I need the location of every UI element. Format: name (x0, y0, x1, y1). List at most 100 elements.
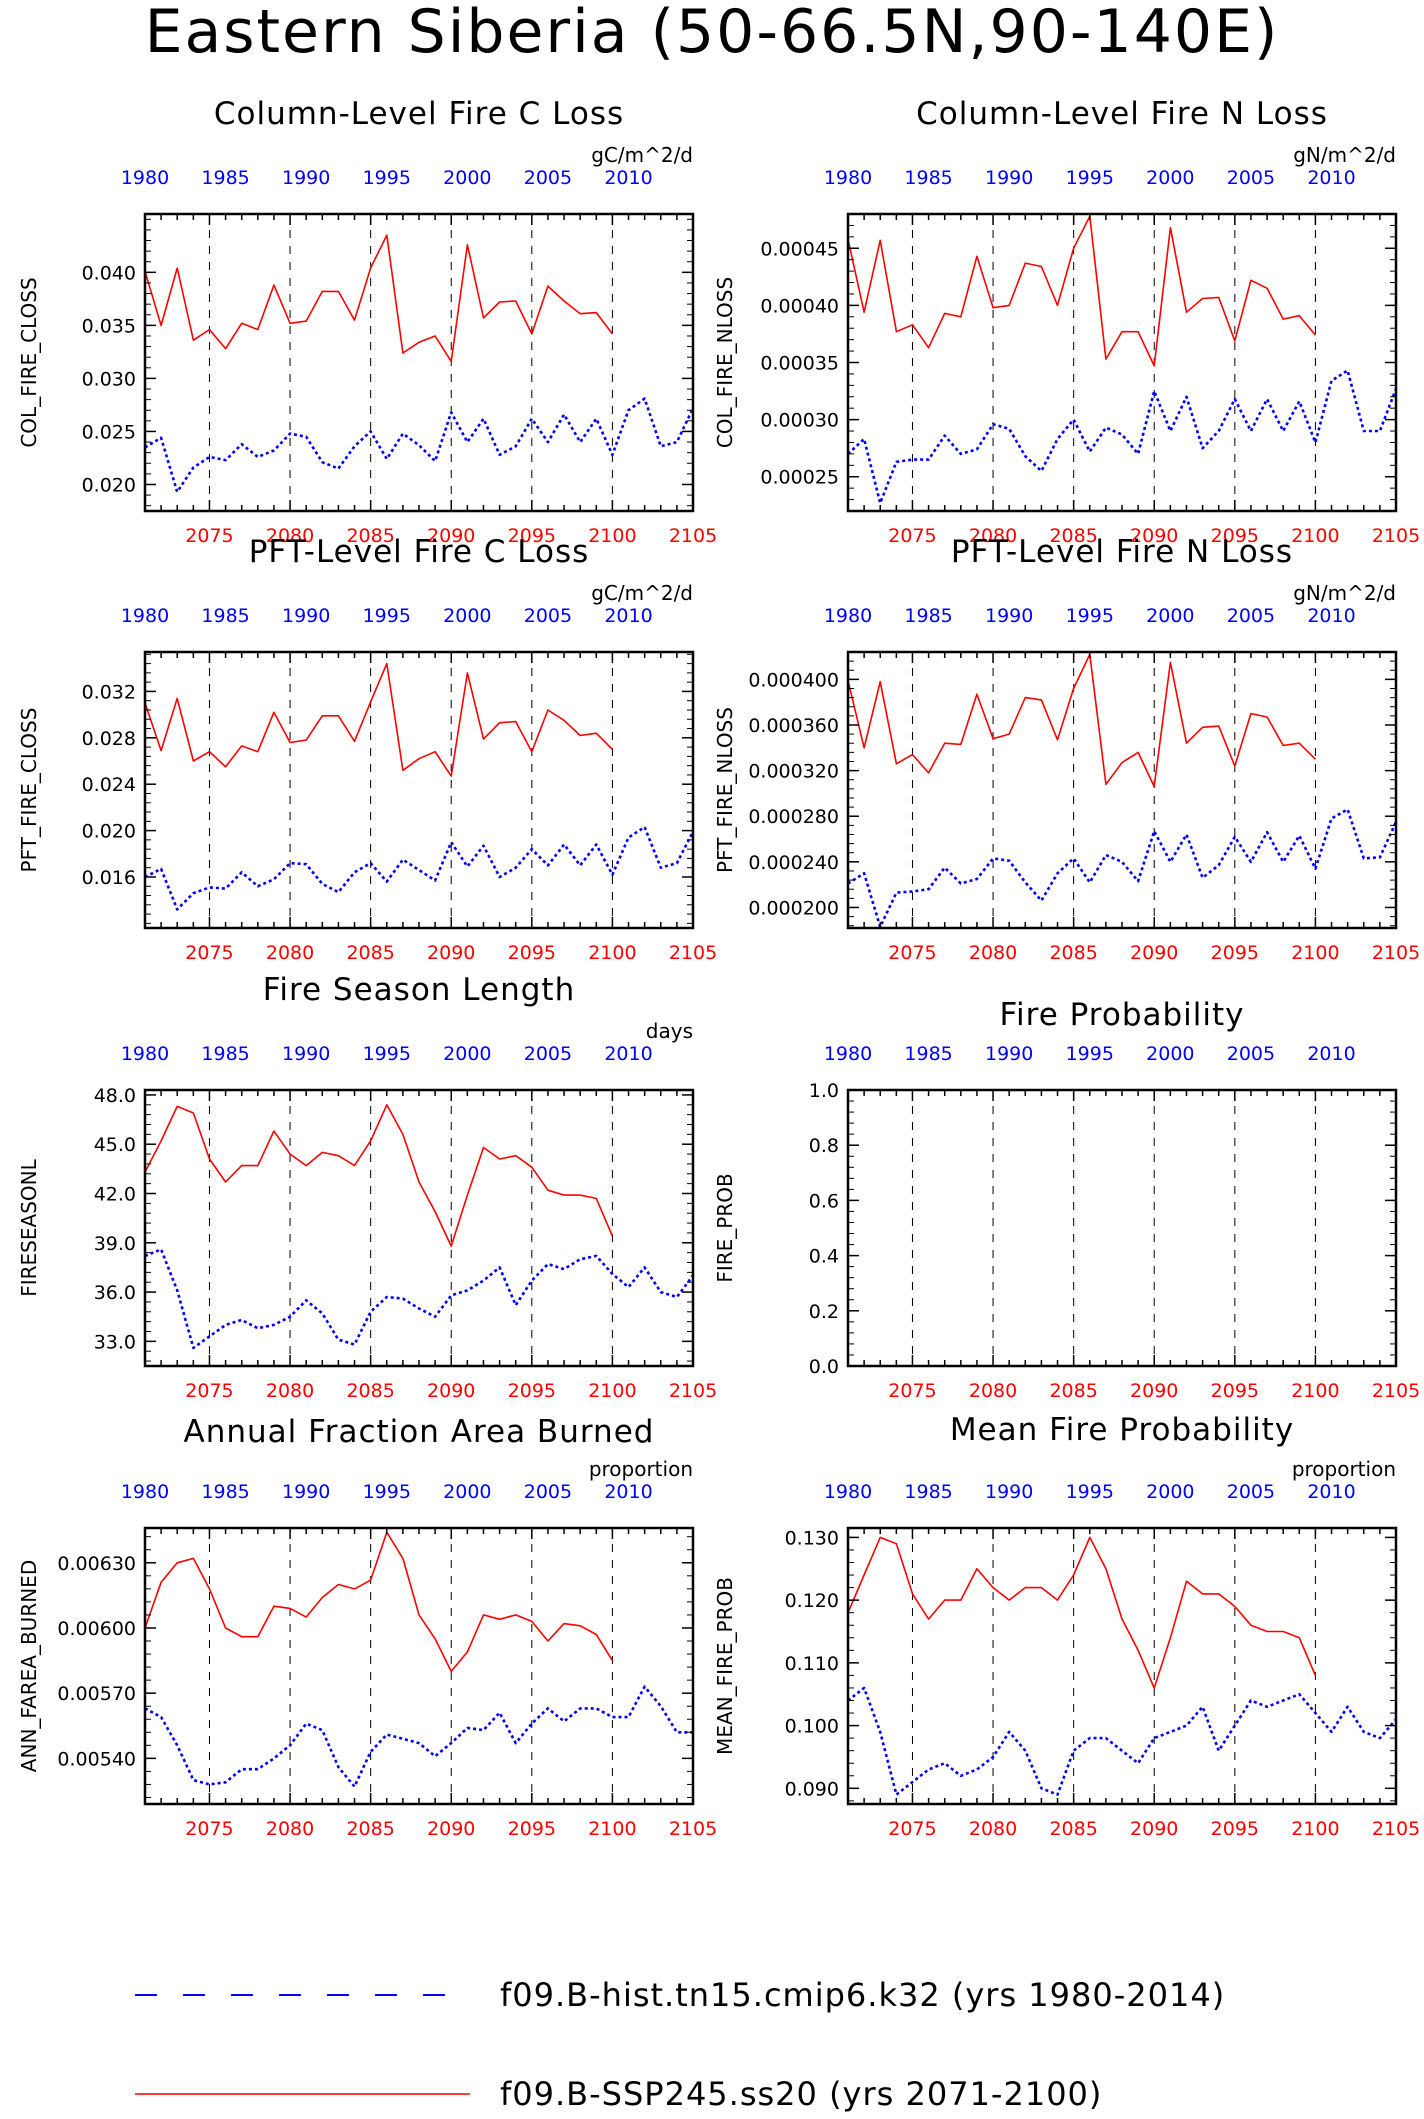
x-tick-label-top: 1990 (282, 605, 330, 627)
x-tick-label-bottom: 2105 (1372, 1818, 1420, 1840)
x-tick-label-top: 2000 (443, 605, 491, 627)
x-tick-label-bottom: 2085 (346, 942, 394, 964)
x-tick-label-bottom: 2100 (588, 525, 636, 547)
x-tick-label-bottom: 2095 (508, 942, 556, 964)
x-tick-label-top: 2005 (1227, 1043, 1275, 1065)
x-tick-label-bottom: 2095 (508, 1380, 556, 1402)
x-tick-label-top: 2000 (1146, 167, 1194, 189)
series-line-hist (144, 1685, 693, 1788)
plot-frame (846, 1088, 1398, 1368)
series-line-hist (144, 825, 695, 911)
x-tick-label-top: 1980 (121, 1043, 169, 1065)
x-tick-label-bottom: 2085 (346, 525, 394, 547)
y-tick-label: 0.00600 (57, 1618, 136, 1640)
y-tick-label: 0.025 (82, 421, 136, 443)
y-tick-label: 0.000280 (748, 806, 839, 828)
y-tick-label: 0.090 (785, 1778, 839, 1800)
y-tick-label: 0.0 (809, 1356, 839, 1378)
y-tick-label: 39.0 (94, 1233, 136, 1255)
series-line-hist (847, 808, 1398, 929)
y-tick-label: 0.4 (809, 1246, 839, 1268)
series-line-ssp (144, 1531, 614, 1673)
x-tick-label-top: 2010 (1307, 605, 1355, 627)
y-tick-label: 0.000400 (748, 669, 839, 691)
y-axis-label: FIRE_PROB (713, 1173, 737, 1282)
x-tick-label-top: 1990 (985, 1481, 1033, 1503)
x-tick-label-bottom: 2105 (669, 1380, 717, 1402)
series-line-ssp (144, 1104, 614, 1247)
x-tick-label-top: 1980 (824, 1043, 872, 1065)
x-tick-label-top: 2000 (443, 1481, 491, 1503)
x-tick-label-bottom: 2095 (1211, 525, 1259, 547)
chart-title: Fire Season Length (263, 972, 575, 1008)
x-tick-label-top: 1995 (363, 1043, 411, 1065)
y-tick-label: 0.110 (785, 1653, 839, 1675)
y-tick-label: 0.100 (785, 1716, 839, 1738)
x-tick-label-bottom: 2090 (427, 525, 475, 547)
x-tick-label-top: 2000 (1146, 1481, 1194, 1503)
y-tick-label: 36.0 (94, 1282, 136, 1304)
x-tick-label-top: 1990 (985, 1043, 1033, 1065)
chart-title: Column-Level Fire C Loss (214, 96, 624, 132)
y-tick-label: 0.000240 (748, 852, 839, 874)
x-tick-label-bottom: 2100 (1291, 1818, 1339, 1840)
chart-panel-5: Fire Probability FIRE_PROB 2075 2080 2085 209… (713, 997, 1420, 1402)
x-tick-label-top: 2010 (604, 1481, 652, 1503)
units-label: gN/m^2/d (1293, 143, 1396, 167)
plot-frame (846, 650, 1398, 930)
x-tick-label-bottom: 2075 (185, 942, 233, 964)
x-tick-label-bottom: 2075 (888, 1380, 936, 1402)
y-tick-label: 33.0 (94, 1331, 136, 1353)
x-tick-label-top: 1980 (824, 167, 872, 189)
x-tick-label-top: 2010 (604, 167, 652, 189)
x-tick-label-top: 2005 (1227, 605, 1275, 627)
x-tick-label-bottom: 2100 (1291, 942, 1339, 964)
x-tick-label-bottom: 2100 (1291, 525, 1339, 547)
x-tick-label-top: 1980 (121, 167, 169, 189)
x-tick-label-bottom: 2075 (185, 1818, 233, 1840)
x-tick-label-top: 2010 (604, 1043, 652, 1065)
units-label: proportion (589, 1457, 693, 1481)
x-tick-label-bottom: 2075 (888, 1818, 936, 1840)
y-tick-label: 0.00630 (57, 1553, 136, 1575)
y-axis-label: MEAN_FIRE_PROB (713, 1577, 737, 1755)
x-tick-label-top: 1985 (904, 605, 952, 627)
y-tick-label: 0.00040 (760, 295, 839, 317)
x-tick-label-top: 2000 (1146, 605, 1194, 627)
chart-panel-4: Fire Season Length days FIRESEASONL 2075 208… (17, 972, 717, 1402)
x-tick-label-top: 1995 (1066, 605, 1114, 627)
plot-frame (846, 212, 1398, 513)
x-tick-label-top: 2005 (524, 605, 572, 627)
x-tick-label-bottom: 2095 (1211, 1380, 1259, 1402)
x-tick-label-top: 2000 (443, 167, 491, 189)
x-tick-label-top: 1980 (824, 1481, 872, 1503)
series-line-ssp (847, 1536, 1317, 1689)
x-tick-label-bottom: 2075 (185, 525, 233, 547)
x-tick-label-bottom: 2100 (588, 942, 636, 964)
legend-label-hist: f09.B-hist.tn15.cmip6.k32 (yrs 1980-2014… (500, 1976, 1225, 2014)
y-tick-label: 0.035 (82, 315, 136, 337)
x-tick-label-top: 2000 (443, 1043, 491, 1065)
x-tick-label-bottom: 2075 (888, 525, 936, 547)
y-tick-label: 0.024 (82, 774, 136, 796)
x-tick-label-top: 1985 (201, 1481, 249, 1503)
y-tick-label: 0.120 (785, 1590, 839, 1612)
x-tick-label-bottom: 2090 (427, 942, 475, 964)
y-tick-label: 0.6 (809, 1190, 839, 1212)
chart-panel-1: Column-Level Fire N Loss gN/m^2/d COL_FIRE… (713, 96, 1420, 547)
x-tick-label-bottom: 2085 (346, 1818, 394, 1840)
x-tick-label-bottom: 2105 (1372, 942, 1420, 964)
series-line-ssp (847, 215, 1317, 367)
x-tick-label-top: 1985 (904, 1043, 952, 1065)
y-axis-label: COL_FIRE_NLOSS (713, 277, 737, 448)
x-tick-label-bottom: 2095 (508, 525, 556, 547)
series-line-hist (144, 1248, 695, 1350)
chart-title: Column-Level Fire N Loss (916, 96, 1328, 132)
x-tick-label-top: 1980 (121, 1481, 169, 1503)
y-tick-label: 0.030 (82, 368, 136, 390)
main-title: Eastern Siberia (50-66.5N,90-140E) (145, 0, 1280, 67)
x-tick-label-top: 1995 (363, 167, 411, 189)
y-axis-label: COL_FIRE_CLOSS (17, 277, 41, 447)
chart-title: Fire Probability (999, 997, 1244, 1033)
chart-title: PFT-Level Fire C Loss (249, 534, 590, 570)
